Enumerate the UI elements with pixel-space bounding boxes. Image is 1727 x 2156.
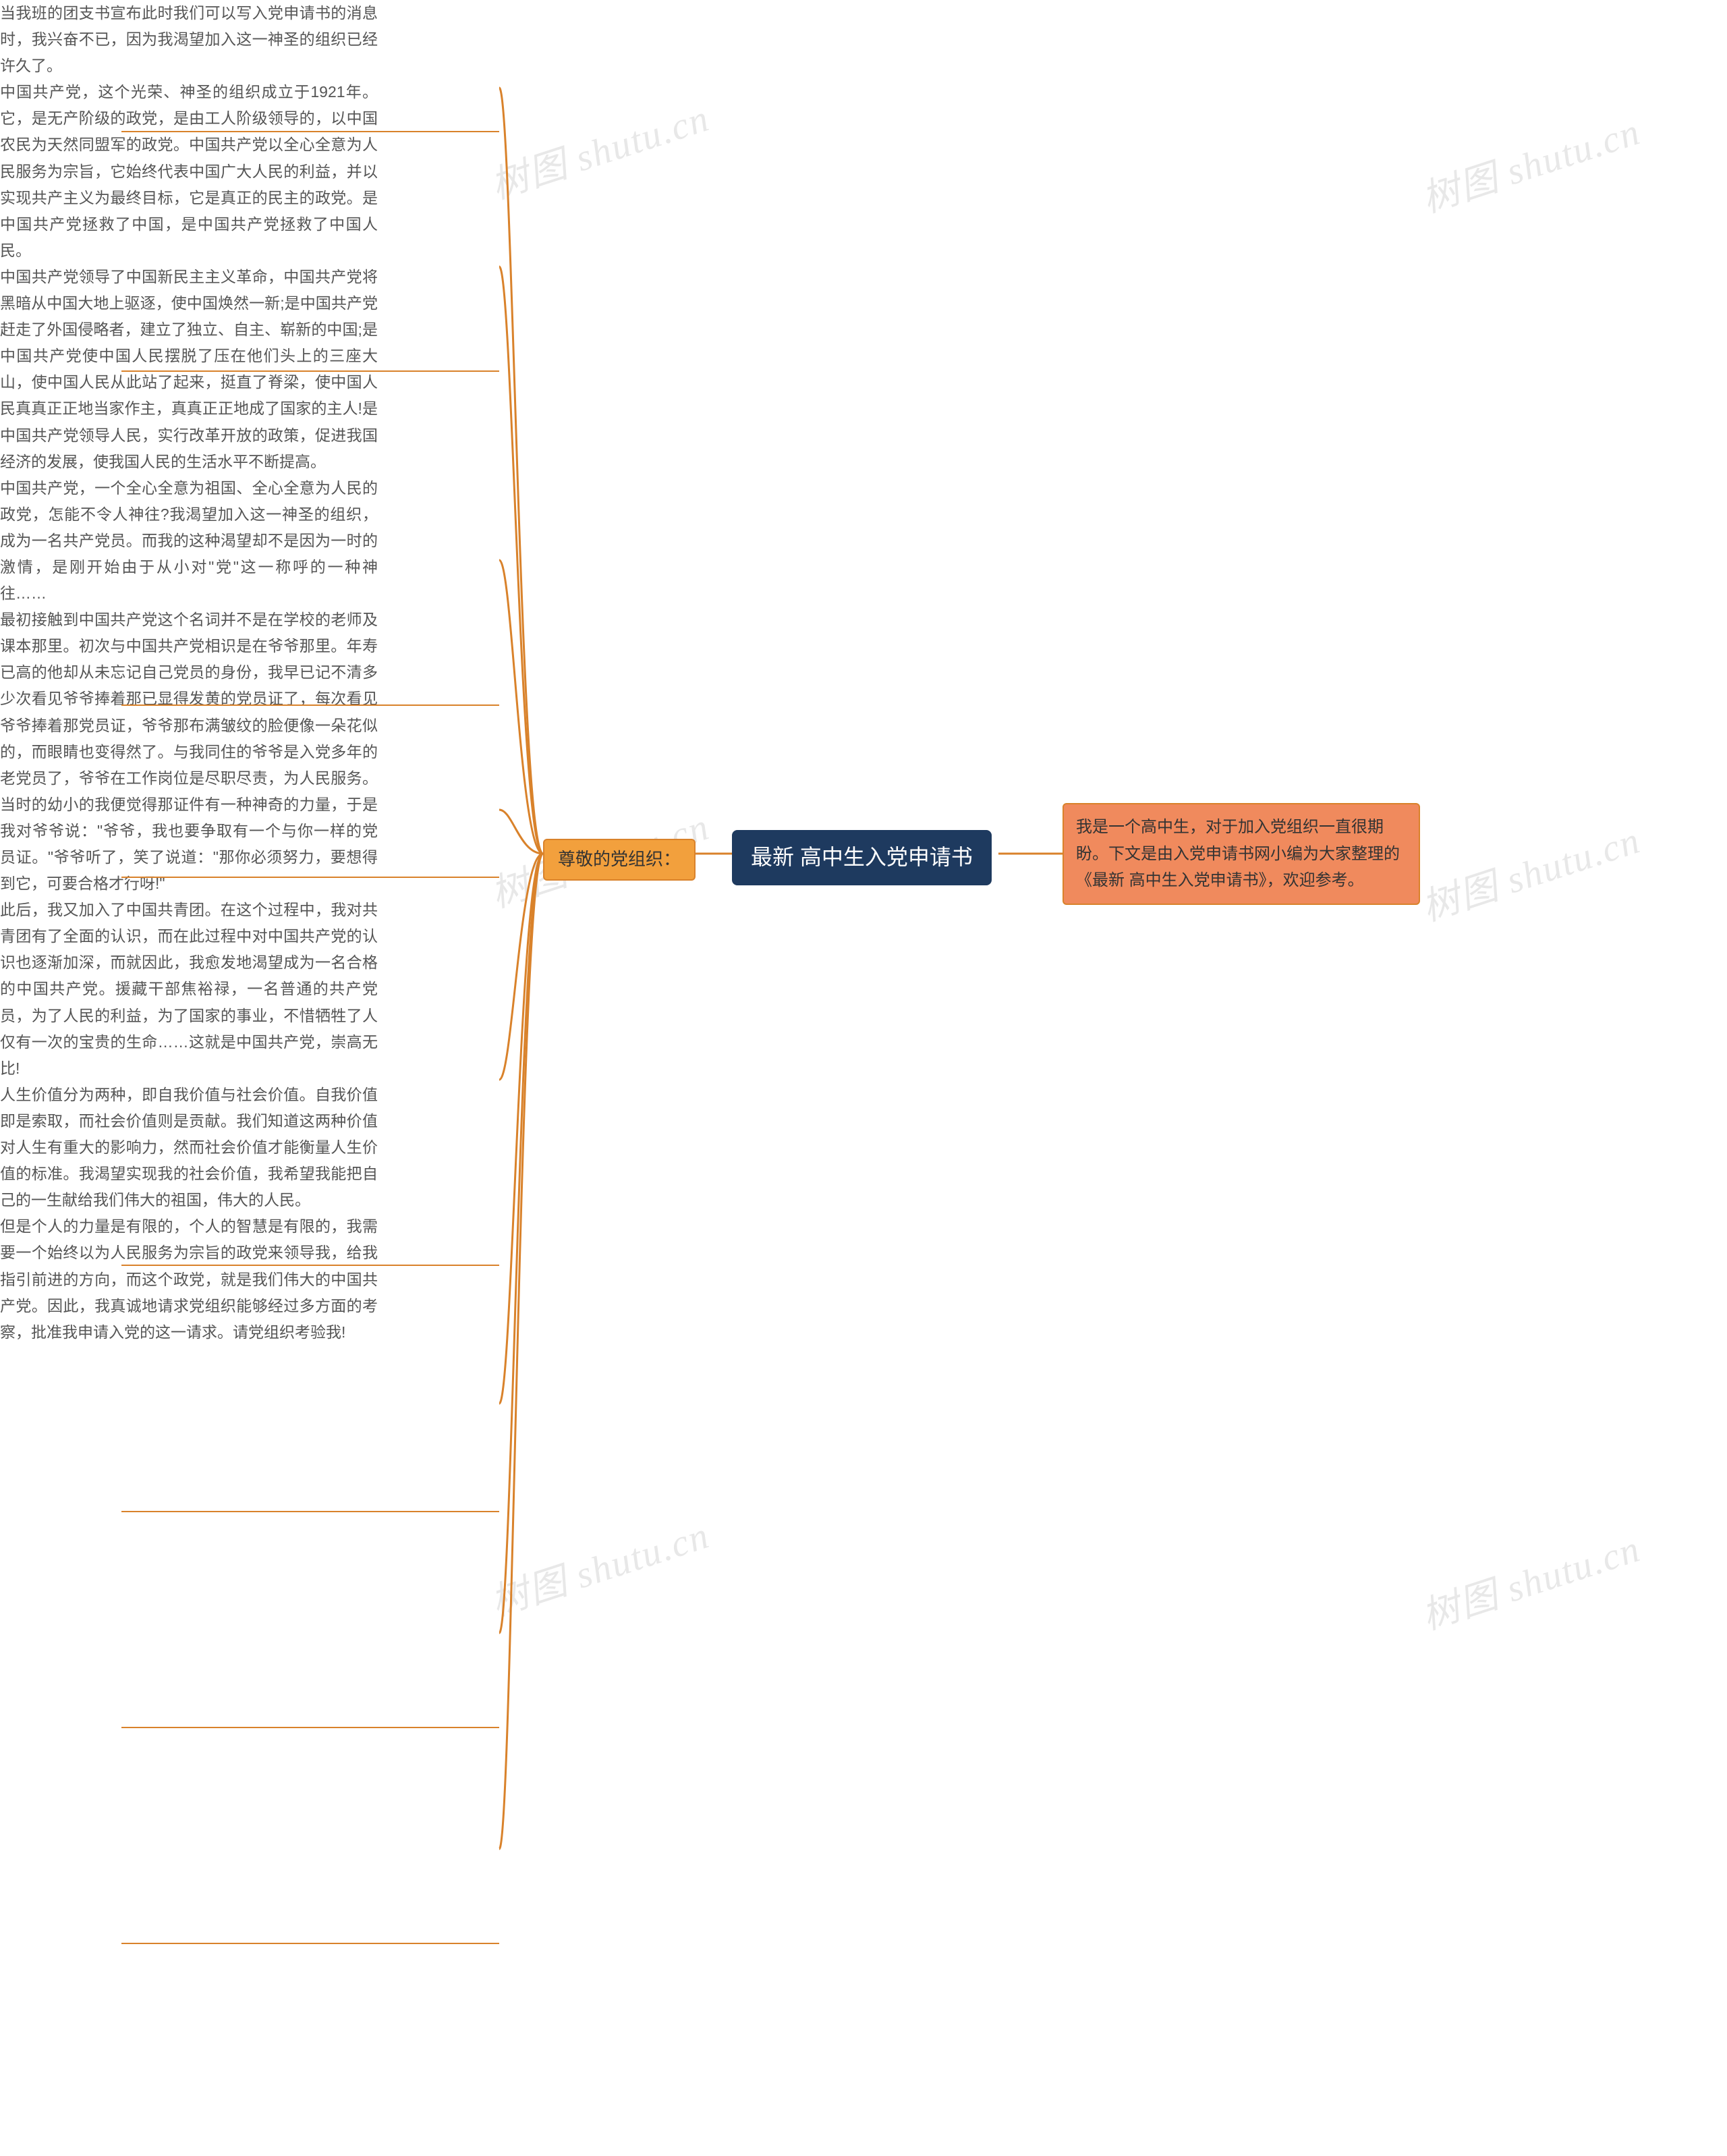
watermark-6: 树图 shutu.cn [1414,1518,1647,1640]
paragraph-1: 当我班的团支书宣布此时我们可以写入党申请书的消息时，我兴奋不已，因为我渴望加入这… [0,0,378,79]
salutation-node[interactable]: 尊敬的党组织： [543,839,696,881]
paragraph-6: 此后，我又加入了中国共青团。在这个过程中，我对共青团有了全面的认识，而在此过程中… [0,897,378,1082]
watermark-2: 树图 shutu.cn [1414,101,1647,223]
paragraph-4: 中国共产党，一个全心全意为祖国、全心全意为人民的政党，怎能不令人神往?我渴望加入… [0,475,378,607]
paragraph-5: 最初接触到中国共产党这个名词并不是在学校的老师及课本那里。初次与中国共产党相识是… [0,607,378,897]
paragraph-2: 中国共产党，这个光荣、神圣的组织成立于1921年。它，是无产阶级的政党，是由工人… [0,79,378,264]
paragraph-7: 人生价值分为两种，即自我价值与社会价值。自我价值即是索取，而社会价值则是贡献。我… [0,1082,378,1213]
paragraph-3: 中国共产党领导了中国新民主主义革命，中国共产党将黑暗从中国大地上驱逐，使中国焕然… [0,264,378,475]
watermark-4: 树图 shutu.cn [1414,810,1647,932]
root-node[interactable]: 最新 高中生入党申请书 [732,830,992,885]
watermark-5: 树图 shutu.cn [483,1505,716,1627]
paragraph-8: 但是个人的力量是有限的，个人的智慧是有限的，我需要一个始终以为人民服务为宗旨的政… [0,1213,378,1345]
intro-node[interactable]: 我是一个高中生，对于加入党组织一直很期盼。下文是由入党申请书网小编为大家整理的《… [1063,803,1420,905]
watermark-1: 树图 shutu.cn [483,88,716,210]
